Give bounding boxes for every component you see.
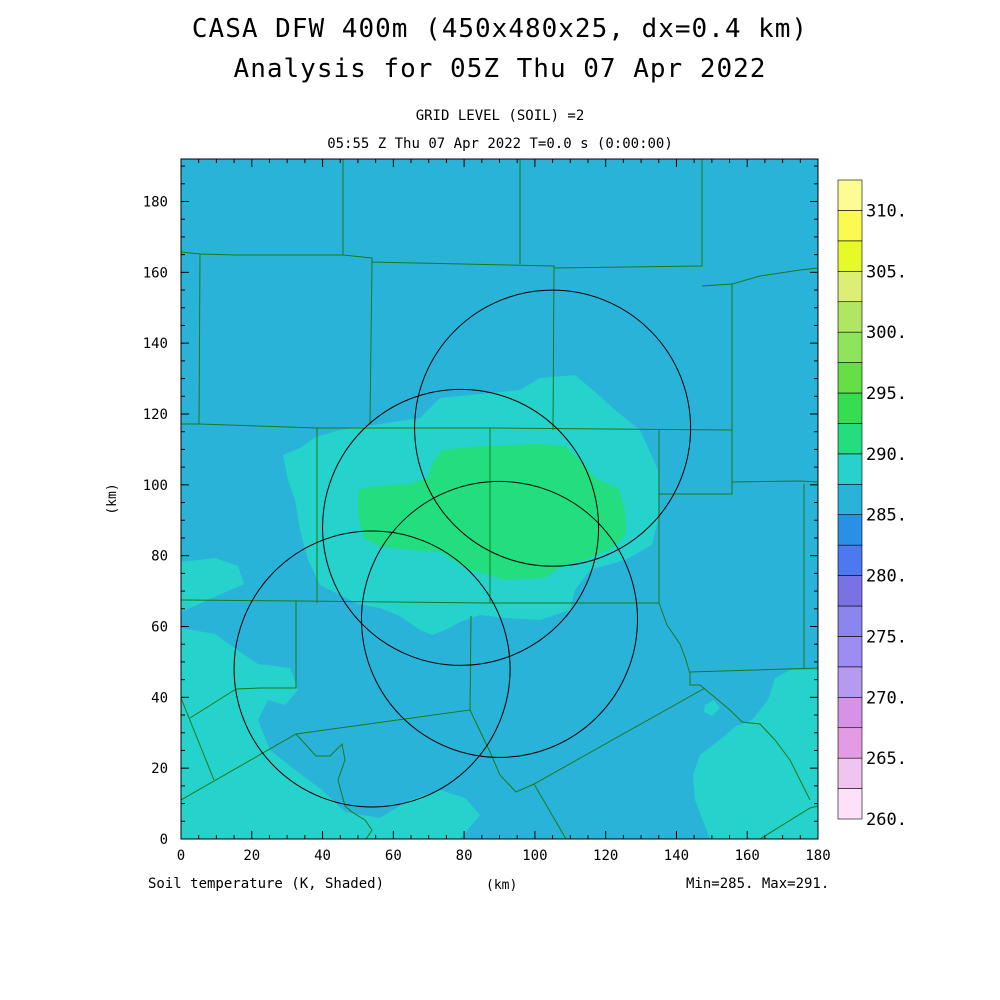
colorbar-swatch bbox=[837, 757, 863, 789]
colorbar-swatch bbox=[837, 301, 863, 333]
colorbar-swatch bbox=[837, 362, 863, 394]
x-tick-label: 20 bbox=[243, 848, 260, 864]
y-tick-label: 100 bbox=[143, 478, 168, 494]
colorbar-swatch bbox=[837, 483, 863, 516]
ring-north bbox=[322, 388, 600, 666]
colorbar-label: 295. bbox=[866, 384, 907, 404]
colorbar-swatch bbox=[837, 423, 863, 455]
colorbar-swatch bbox=[837, 727, 863, 759]
colorbar-label: 290. bbox=[866, 445, 907, 465]
y-tick-label: 40 bbox=[151, 690, 168, 706]
y-tick-label: 120 bbox=[143, 407, 168, 423]
colorbar-label: 300. bbox=[866, 323, 907, 343]
colorbar-label: 270. bbox=[866, 688, 907, 708]
colorbar-swatch bbox=[837, 453, 863, 485]
x-tick-label: 80 bbox=[456, 848, 473, 864]
colorbar-swatch bbox=[837, 696, 863, 729]
y-tick-label: 60 bbox=[151, 620, 168, 636]
y-tick-label: 80 bbox=[151, 549, 168, 565]
colorbar-swatch bbox=[837, 636, 863, 668]
title-line-1: CASA DFW 400m (450x480x25, dx=0.4 km) bbox=[191, 14, 809, 44]
colorbar-label: 285. bbox=[866, 506, 907, 526]
x-tick-label: 160 bbox=[735, 848, 760, 864]
field-288-southwest bbox=[181, 628, 480, 839]
valid-time-label: 05:55 Z Thu 07 Apr 2022 T=0.0 s (0:00:00… bbox=[327, 136, 673, 152]
y-tick-label: 20 bbox=[151, 761, 168, 777]
colorbar-swatch bbox=[837, 605, 863, 637]
x-tick-label: 180 bbox=[805, 848, 830, 864]
field-290-core bbox=[358, 444, 626, 580]
county-boundaries bbox=[181, 159, 818, 839]
x-tick-label: 40 bbox=[314, 848, 331, 864]
y-tick-label: 180 bbox=[143, 195, 168, 211]
x-tick-label: 0 bbox=[177, 848, 185, 864]
colorbar-swatch bbox=[837, 179, 863, 211]
colorbar-swatch bbox=[837, 270, 863, 303]
colorbar-swatch bbox=[837, 514, 863, 546]
colorbar-label: 305. bbox=[866, 262, 907, 282]
variable-label: Soil temperature (K, Shaded) bbox=[148, 876, 385, 892]
min-max-label: Min=285. Max=291. bbox=[686, 876, 830, 892]
colorbar-swatch bbox=[837, 240, 863, 272]
title-line-2: Analysis for 05Z Thu 07 Apr 2022 bbox=[233, 54, 767, 84]
colorbar-label: 310. bbox=[866, 201, 907, 221]
colorbar-swatch bbox=[837, 331, 863, 363]
colorbar-label: 275. bbox=[866, 627, 907, 647]
colorbar-swatch bbox=[837, 544, 863, 576]
ring-northeast bbox=[414, 289, 692, 567]
colorbar-swatch bbox=[837, 575, 863, 607]
y-axis-label: (km) bbox=[105, 483, 120, 514]
field-288-islet bbox=[704, 700, 720, 716]
x-tick-label: 140 bbox=[664, 848, 689, 864]
x-tick-label: 120 bbox=[593, 848, 618, 864]
grid-level-label: GRID LEVEL (SOIL) =2 bbox=[415, 108, 585, 124]
axis-ticks: 0 20 40 60 80 100 120 140 160 180 0 20 40 60 80 100 120 1… bbox=[143, 159, 831, 864]
field-288-west bbox=[181, 558, 244, 612]
colorbar-label: 265. bbox=[866, 749, 907, 769]
colorbar-label: 280. bbox=[866, 567, 907, 587]
colorbar: 260. 265. 270. 275. 280. 285. 290. 295. 300. 305.… bbox=[837, 179, 907, 830]
y-tick-label: 140 bbox=[143, 336, 168, 352]
x-tick-label: 60 bbox=[385, 848, 402, 864]
soil-temperature-field bbox=[181, 159, 818, 839]
x-tick-label: 100 bbox=[522, 848, 547, 864]
colorbar-swatch bbox=[837, 788, 863, 820]
colorbar-swatch bbox=[837, 210, 863, 242]
radar-range-rings bbox=[233, 289, 692, 808]
colorbar-swatch bbox=[837, 666, 863, 698]
field-288-southeast bbox=[693, 670, 818, 839]
ring-south bbox=[360, 480, 639, 758]
y-tick-label: 0 bbox=[160, 832, 168, 848]
ring-southwest bbox=[233, 530, 511, 808]
y-tick-label: 160 bbox=[143, 265, 168, 281]
colorbar-label: 260. bbox=[866, 810, 907, 830]
x-axis-unit-label: (km) bbox=[486, 878, 518, 893]
colorbar-swatch bbox=[837, 392, 863, 424]
